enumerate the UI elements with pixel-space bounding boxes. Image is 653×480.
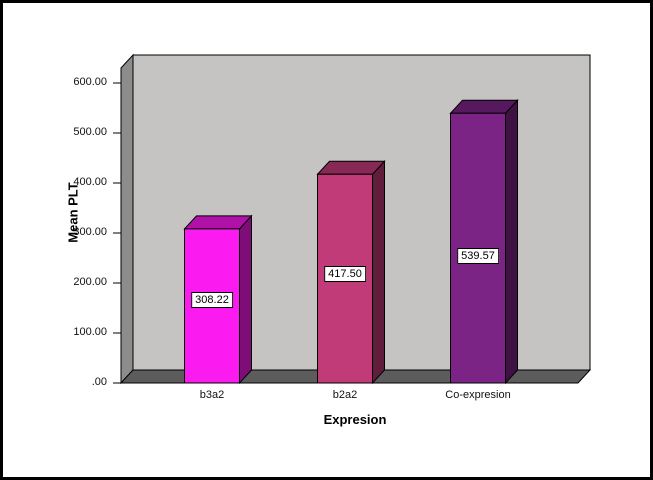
x-category-label: Co-expresion <box>445 389 511 401</box>
y-tick-label: 100.00 <box>73 326 107 338</box>
x-category-label: b3a2 <box>199 389 225 401</box>
bar-top-face <box>449 99 519 114</box>
y-axis-title: Mean PLT <box>65 182 81 243</box>
bar-value-label: 539.57 <box>457 248 499 265</box>
y-tick-label: 400.00 <box>73 176 107 188</box>
bar-side-face <box>239 214 252 385</box>
bar-top-face <box>316 160 386 175</box>
y-tick-label: .00 <box>91 376 107 388</box>
y-tick-label: 300.00 <box>73 226 107 238</box>
bar-value-label: 417.50 <box>324 266 366 283</box>
bar-side-face <box>372 159 385 385</box>
bar-value-label: 308.22 <box>191 291 233 308</box>
bar-side-face <box>505 98 518 385</box>
y-tick-label: 600.00 <box>73 76 107 88</box>
bar-top-face <box>183 215 253 230</box>
y-tick-label: 500.00 <box>73 126 107 138</box>
x-axis-title: Expresion <box>323 412 387 427</box>
x-category-label: b2a2 <box>332 389 358 401</box>
y-tick-label: 200.00 <box>73 276 107 288</box>
bar-front-face <box>450 112 506 384</box>
plot-left-wall <box>120 53 134 385</box>
